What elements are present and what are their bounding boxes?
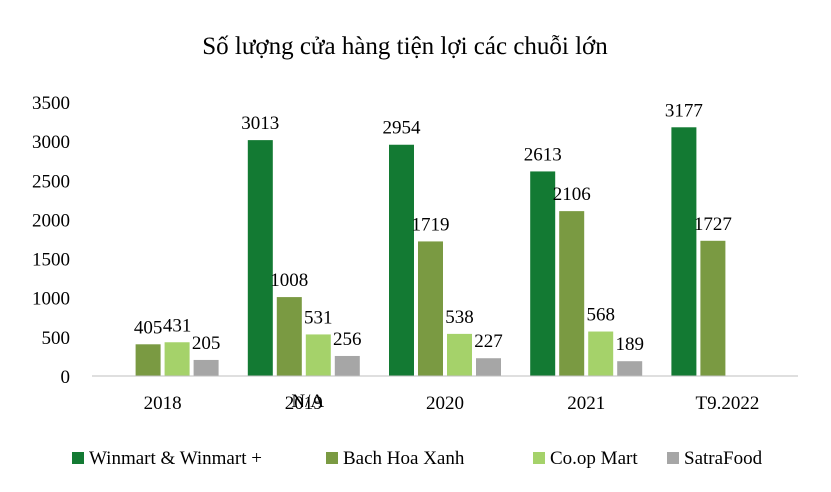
data-label: 1719 <box>412 214 450 235</box>
legend-swatch <box>533 452 545 464</box>
bar <box>389 144 414 376</box>
data-label: 227 <box>474 331 503 352</box>
x-axis: 2018 2019 2020 2021 T9.2022 <box>144 393 760 414</box>
y-tick-label: 2500 <box>32 171 70 192</box>
data-label: 2613 <box>524 144 562 165</box>
bar <box>164 342 190 376</box>
annotation-label: N/A <box>291 391 324 412</box>
legend-swatch <box>72 452 84 464</box>
legend-label: SatraFood <box>684 448 763 469</box>
y-tick-label: 2000 <box>32 210 70 231</box>
bar <box>334 355 360 376</box>
legend-label: Bach Hoa Xanh <box>343 448 465 469</box>
data-labels: 3013 2954 2613 3177 405 1008 1719 2106 1727 431 53… <box>134 100 732 412</box>
data-label: 568 <box>586 305 615 326</box>
bar <box>671 127 697 376</box>
legend-swatch <box>667 452 679 464</box>
bar <box>559 211 585 376</box>
data-label: 2106 <box>553 184 591 205</box>
data-label: 189 <box>615 334 644 355</box>
x-tick-label: 2019 <box>285 393 323 414</box>
legend-item: SatraFood <box>667 448 763 469</box>
y-tick-label: 3500 <box>32 93 70 114</box>
bars <box>135 127 726 376</box>
legend-swatch <box>326 452 338 464</box>
data-label: 538 <box>445 307 474 328</box>
legend-label: Winmart & Winmart + <box>89 448 262 469</box>
data-label: 256 <box>333 329 362 350</box>
data-label: 2954 <box>383 118 422 139</box>
data-label: 3177 <box>665 100 703 121</box>
x-tick-label: 2020 <box>426 393 464 414</box>
y-tick-label: 1000 <box>32 289 70 310</box>
legend-item: Bach Hoa Xanh <box>326 448 465 469</box>
y-tick-label: 500 <box>42 328 71 349</box>
y-tick-label: 3000 <box>32 132 70 153</box>
data-label: 405 <box>134 317 163 338</box>
y-tick-label: 0 <box>61 367 71 388</box>
bar <box>530 171 556 376</box>
bar <box>418 241 443 376</box>
data-label: 531 <box>304 307 333 328</box>
x-tick-label: 2021 <box>567 393 605 414</box>
bar <box>476 358 501 376</box>
data-label: 1008 <box>270 270 308 291</box>
legend: Winmart & Winmart + Bach Hoa Xanh Co.op Ma… <box>72 448 763 469</box>
bar <box>617 361 643 376</box>
bar <box>700 240 726 376</box>
legend-label: Co.op Mart <box>550 448 638 469</box>
legend-item: Winmart & Winmart + <box>72 448 262 469</box>
y-axis: 0 500 1000 1500 2000 2500 3000 3500 <box>32 93 70 388</box>
data-label: 3013 <box>241 113 279 134</box>
bar <box>588 331 614 376</box>
y-tick-label: 1500 <box>32 250 70 271</box>
x-tick-label: 2018 <box>144 393 182 414</box>
legend-item: Co.op Mart <box>533 448 638 469</box>
bar <box>447 333 472 376</box>
bar <box>276 297 302 376</box>
bar <box>193 359 219 376</box>
data-label: 431 <box>163 315 192 336</box>
bar <box>305 334 331 376</box>
data-label: 1727 <box>694 214 732 235</box>
x-tick-label: T9.2022 <box>695 393 759 414</box>
data-label: 205 <box>192 333 221 354</box>
bar <box>247 140 273 376</box>
bar <box>135 344 161 376</box>
chart-title: Số lượng cửa hàng tiện lợi các chuỗi lớn <box>202 33 608 60</box>
